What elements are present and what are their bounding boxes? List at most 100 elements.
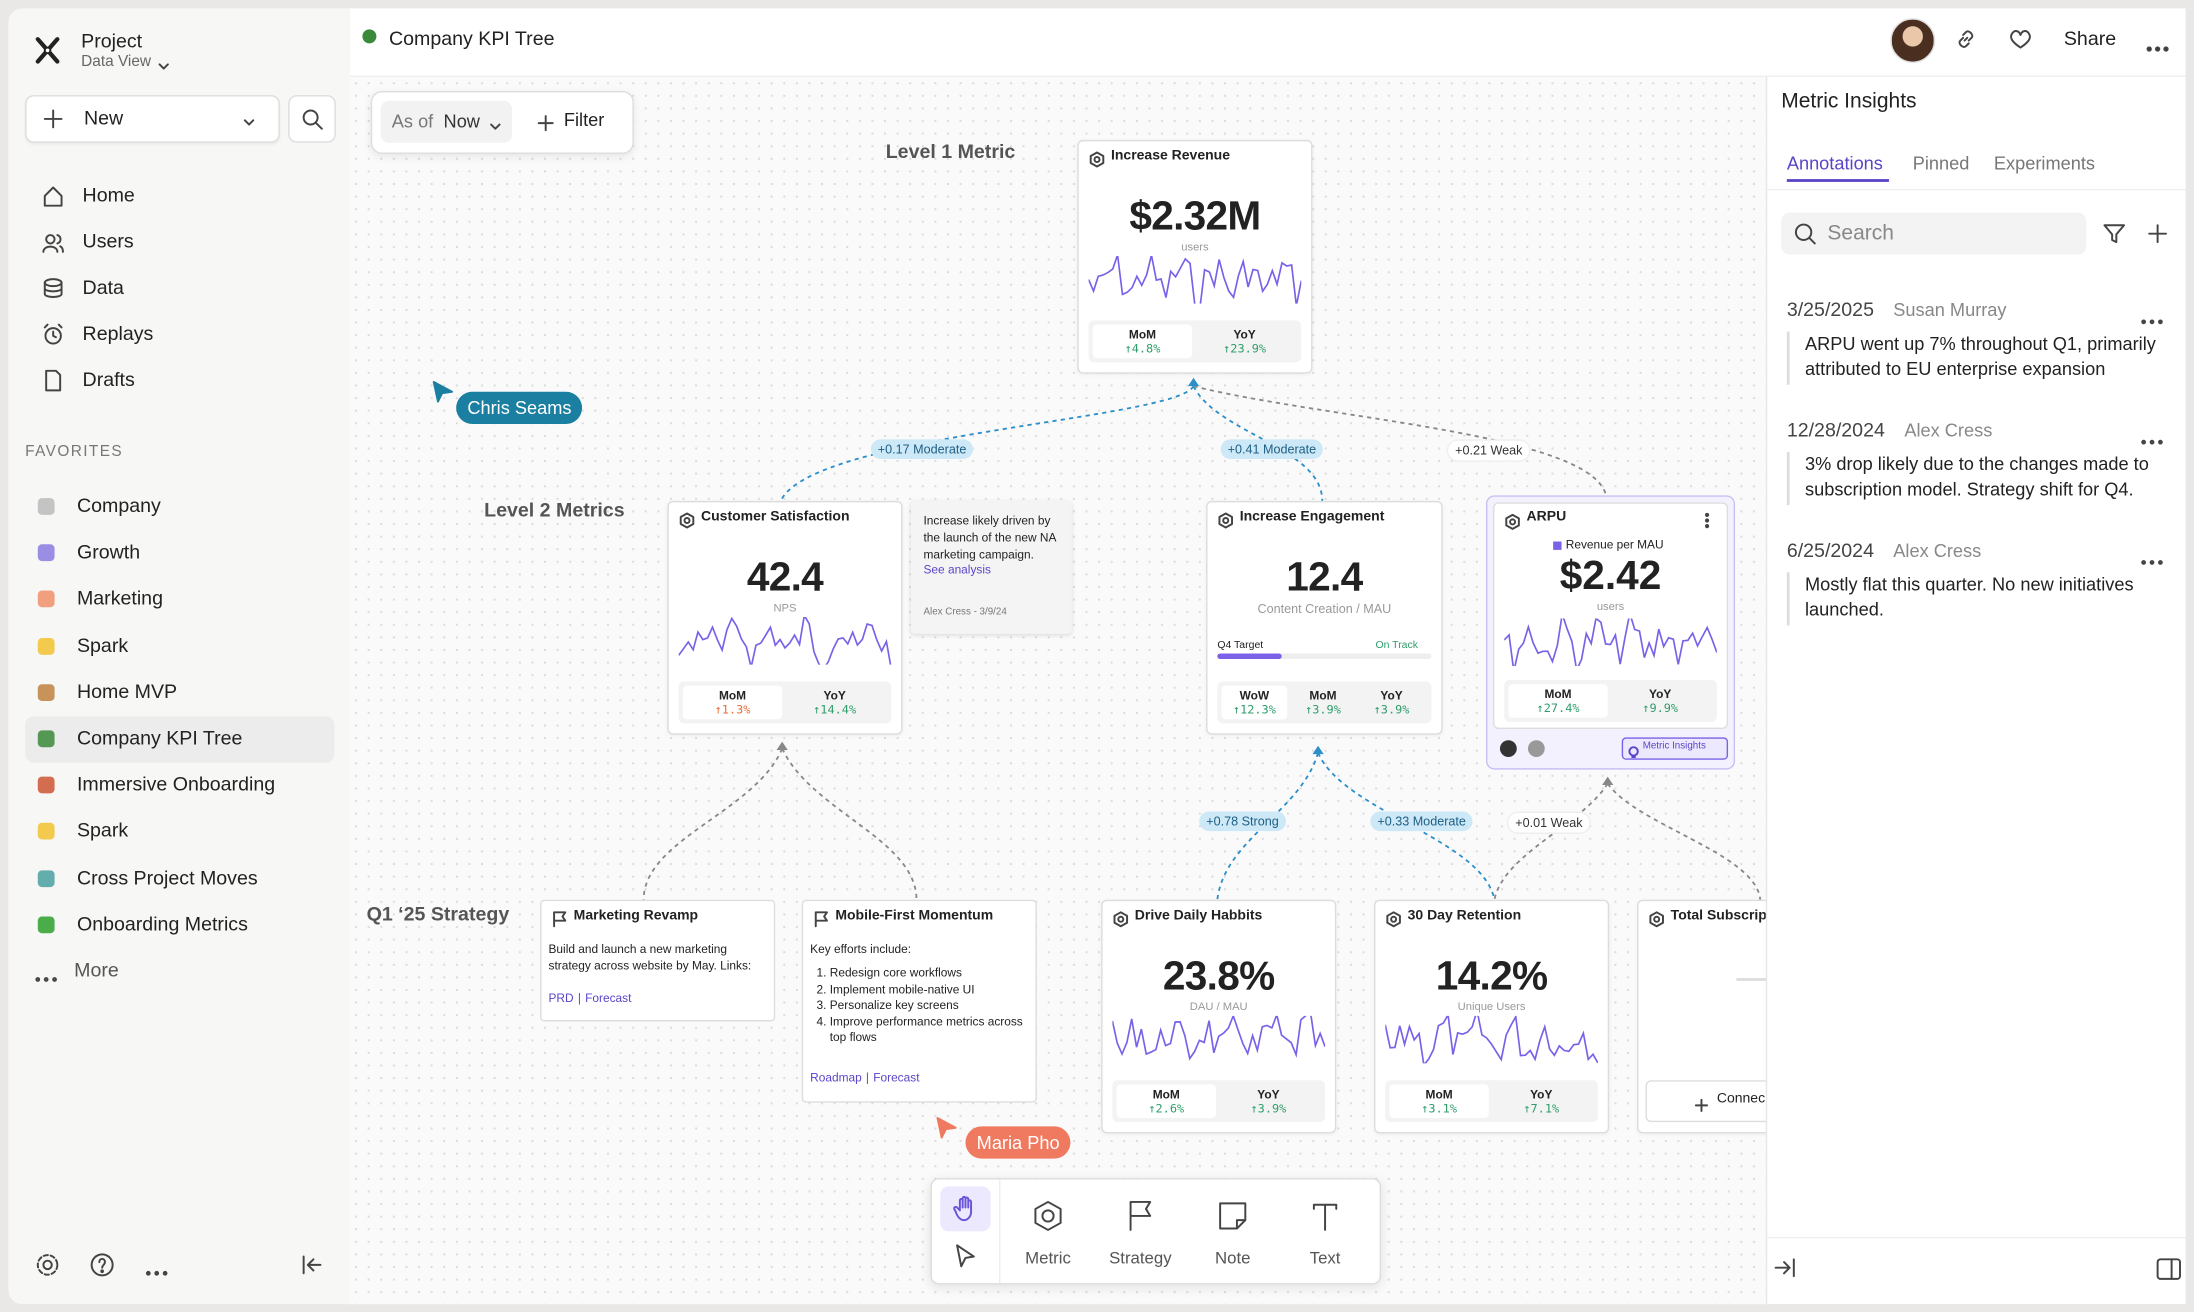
metric-value: $2.32M xyxy=(1129,194,1261,240)
edge-arrow xyxy=(1602,776,1614,785)
annotation-author: Susan Murray xyxy=(1893,299,2007,321)
more-dots xyxy=(35,965,57,982)
metric-card[interactable]: Increase Engagement 12.4 Content Creation … xyxy=(1206,500,1443,735)
list-item: Improve performance metrics across top f… xyxy=(830,1014,1043,1046)
as-of-select[interactable]: As of Now xyxy=(380,100,513,143)
favorite-item[interactable]: Cross Project Moves xyxy=(76,865,258,888)
favorite-item[interactable]: Growth xyxy=(76,540,141,563)
panel-icon[interactable] xyxy=(2156,1258,2181,1280)
share-button[interactable]: Share xyxy=(2063,26,2117,49)
nav-item[interactable]: Home xyxy=(82,183,135,206)
edge-arrow xyxy=(776,741,788,750)
metric-card[interactable]: 30 Day Retention 14.2% Unique Users MoM ↑3.1… xyxy=(1374,899,1610,1134)
metric-card[interactable]: Increase Revenue $2.32M users MoM ↑4.8% YoY ↑2… xyxy=(1077,139,1313,374)
search-button[interactable] xyxy=(288,95,336,143)
avatar[interactable] xyxy=(1890,18,1936,63)
expand-icon[interactable] xyxy=(1774,1258,1796,1278)
favorite-item[interactable]: Immersive Onboarding xyxy=(76,772,276,796)
tool-icon[interactable] xyxy=(1031,1199,1065,1233)
more-icon[interactable] xyxy=(144,1259,169,1276)
panel-tab[interactable]: Annotations xyxy=(1786,152,1883,174)
comparison-label: YoY xyxy=(1380,688,1403,703)
strategy-title: Mobile-First Momentum xyxy=(835,908,994,924)
more-icon[interactable] xyxy=(2141,308,2163,325)
link[interactable]: PRD xyxy=(548,990,574,1005)
metric-title: ARPU xyxy=(1526,509,1567,525)
note-link[interactable]: See analysis xyxy=(923,562,991,577)
metric-card[interactable]: Total Subscript Connec xyxy=(1637,899,1766,1134)
help-icon[interactable] xyxy=(90,1252,115,1277)
pointer-tool[interactable] xyxy=(954,1244,976,1269)
metric-value: 14.2% xyxy=(1435,954,1548,1000)
comparison-value: ↑9.9% xyxy=(1642,702,1679,717)
link[interactable]: Forecast xyxy=(585,990,632,1005)
more-link[interactable]: More xyxy=(74,958,119,981)
favorite-item[interactable]: Onboarding Metrics xyxy=(76,912,248,935)
favorite-item[interactable]: Home MVP xyxy=(76,679,178,703)
favorite-item[interactable]: Marketing xyxy=(76,586,163,610)
link[interactable]: Forecast xyxy=(873,1070,920,1085)
tool-icon[interactable] xyxy=(1216,1199,1250,1233)
comparison-label: MoM xyxy=(1544,687,1572,702)
comparison-label: YoY xyxy=(1233,327,1256,342)
strategy-card[interactable]: Mobile-First Momentum Key efforts include… xyxy=(801,899,1037,1103)
favorite-item[interactable]: Spark xyxy=(76,819,129,842)
settings-icon[interactable] xyxy=(35,1252,60,1277)
nav-item[interactable]: Drafts xyxy=(82,367,135,391)
comparison-label: YoY xyxy=(1257,1087,1280,1102)
nav-item[interactable]: Users xyxy=(82,229,134,252)
nav-item[interactable]: Data xyxy=(82,275,124,299)
metric-value: $2.42 xyxy=(1559,554,1662,599)
favorite-item[interactable]: Company xyxy=(76,493,161,517)
comparison-label: YoY xyxy=(1530,1087,1553,1102)
heart-icon[interactable] xyxy=(2008,28,2033,50)
tool-label[interactable]: Text xyxy=(1309,1248,1341,1268)
tool-label[interactable]: Metric xyxy=(1025,1248,1071,1268)
search-icon xyxy=(1794,222,1816,245)
tool-icon[interactable] xyxy=(1124,1199,1158,1233)
search-box[interactable]: Search xyxy=(1781,212,2087,255)
filter-button[interactable]: Filter xyxy=(563,109,605,131)
plus-icon[interactable] xyxy=(537,113,554,132)
connect-button[interactable]: Connec xyxy=(1645,1080,1766,1123)
collapse-icon[interactable] xyxy=(301,1254,323,1276)
chevron xyxy=(157,56,171,70)
more-icon[interactable] xyxy=(1704,511,1710,529)
metric-card[interactable]: Customer Satisfaction 42.4 NPS MoM ↑1.3% YoY ↑… xyxy=(667,500,903,735)
link-icon[interactable] xyxy=(1955,28,1977,50)
link[interactable]: Roadmap xyxy=(810,1070,862,1085)
tool-label[interactable]: Strategy xyxy=(1109,1248,1172,1268)
placeholder-line xyxy=(1736,978,1766,981)
metric-value: 23.8% xyxy=(1162,954,1275,1000)
tool-icon[interactable] xyxy=(1308,1199,1342,1233)
note-card[interactable]: Increase likely driven by the launch of … xyxy=(910,500,1072,634)
nav-item[interactable]: Replays xyxy=(82,321,154,345)
strategy-body: Build and launch a new marketing strateg… xyxy=(548,941,752,973)
panel-tab[interactable]: Pinned xyxy=(1912,152,1970,174)
view-name[interactable]: Data View xyxy=(81,53,152,70)
favorite-icon xyxy=(37,730,55,748)
strategy-card[interactable]: Marketing Revamp Build and launch a new m… xyxy=(540,899,776,1022)
edge xyxy=(781,748,918,900)
more-icon[interactable] xyxy=(2141,548,2163,565)
comparison-box: MoM ↑4.8% YoY ↑23.9% xyxy=(1088,320,1302,363)
metric-card[interactable]: Drive Daily Habbits 23.8% DAU / MAU MoM ↑2.6… xyxy=(1101,899,1337,1134)
annotation-author: Alex Cress xyxy=(1904,419,1993,441)
more-icon[interactable] xyxy=(2141,428,2163,445)
search-icon xyxy=(301,108,323,130)
favorite-item[interactable]: Company KPI Tree xyxy=(76,726,243,749)
tool-label[interactable]: Note xyxy=(1214,1248,1251,1268)
favorite-item[interactable]: Spark xyxy=(76,633,129,656)
panel-tab[interactable]: Experiments xyxy=(1993,152,2095,174)
more-icon[interactable] xyxy=(2146,35,2169,52)
filter-icon[interactable] xyxy=(2103,222,2126,244)
comparison: YoY ↑23.9% xyxy=(1195,325,1294,359)
sparkline xyxy=(1111,1011,1326,1064)
arpu-card[interactable]: ARPU Revenue per MAU $2.42 users MoM ↑27.4% Yo… xyxy=(1485,495,1736,770)
new-button[interactable]: New xyxy=(25,95,280,143)
plus-icon[interactable] xyxy=(2148,224,2168,244)
hand-tool[interactable] xyxy=(940,1186,991,1232)
connect-label: Connec xyxy=(1716,1091,1766,1107)
comparison-value: ↑7.1% xyxy=(1523,1102,1560,1117)
metric-insights-badge[interactable]: Metric Insights xyxy=(1621,737,1729,760)
